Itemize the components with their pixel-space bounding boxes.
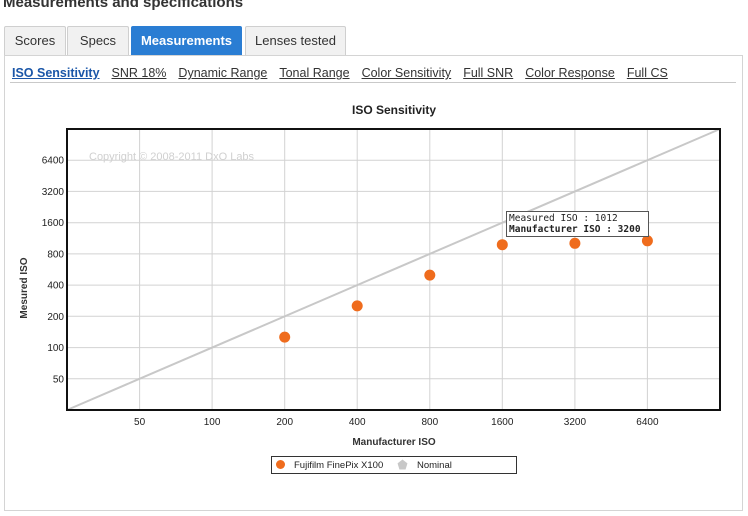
pentagon-icon [397,459,408,470]
legend-label-fujifilm: Fujifilm FinePix X100 [294,460,384,471]
orange-dot-icon [276,460,285,469]
point-tooltip: Measured ISO : 1012 Manufacturer ISO : 3… [506,211,649,237]
x-tick-label: 6400 [636,417,659,428]
y-tick-label: 400 [47,281,64,292]
subnav-iso-sensitivity[interactable]: ISO Sensitivity [12,66,100,80]
data-point [569,237,581,249]
subnav-dynamic-range[interactable]: Dynamic Range [178,66,268,80]
y-tick-label: 3200 [42,187,65,198]
measurement-subnav: ISO Sensitivity SNR 18% Dynamic Range Tonal… [12,64,680,80]
subnav-full-cs[interactable]: Full CS [626,66,668,80]
measurements-panel: ISO Sensitivity SNR 18% Dynamic Range Tonal… [4,55,743,511]
y-tick-label: 6400 [42,156,65,167]
x-tick-label: 200 [276,417,293,428]
tooltip-measured-iso: Measured ISO : 1012 [509,213,618,224]
x-tick-label: 100 [204,417,221,428]
data-point [424,269,436,281]
x-tick-label: 50 [134,417,146,428]
y-tick-label: 100 [47,343,64,354]
grid-lines [67,129,720,410]
subnav-tonal-range[interactable]: Tonal Range [279,66,350,80]
tooltip-manufacturer-iso: Manufacturer ISO : 3200 [509,224,641,235]
data-point [279,331,291,343]
y-axis-label: Mesured ISO [19,257,30,318]
chart-watermark: Copyright © 2008-2011 DxO Labs [89,151,255,163]
legend-item-fujifilm[interactable]: Fujifilm FinePix X100 [276,459,383,472]
subnav-divider [10,82,736,83]
tab-lenses-tested[interactable]: Lenses tested [245,26,346,55]
subnav-snr-18[interactable]: SNR 18% [111,66,167,80]
x-tick-label: 400 [349,417,366,428]
tab-specs[interactable]: Specs [67,26,129,55]
data-points [279,235,653,343]
tab-scores[interactable]: Scores [4,26,66,55]
axis-ticks: 50 100 200 400 800 1600 3200 6400 50 100 200 400 800… [42,156,659,428]
y-tick-label: 50 [53,374,65,385]
legend-item-nominal[interactable]: Nominal [397,459,452,472]
x-tick-label: 3200 [564,417,587,428]
legend-label-nominal: Nominal [417,460,452,471]
data-point [641,235,653,247]
data-point [351,300,363,312]
x-tick-label: 800 [421,417,438,428]
y-tick-label: 200 [47,312,64,323]
y-tick-label: 1600 [42,218,65,229]
chart-legend: Fujifilm FinePix X100 Nominal [271,456,517,474]
subnav-full-snr[interactable]: Full SNR [463,66,514,80]
nominal-line [66,128,721,411]
chart-title: ISO Sensitivity [352,103,436,117]
y-tick-label: 800 [47,249,64,260]
data-point [496,239,508,251]
page-title: Measurements and specifications [3,0,244,11]
subnav-color-response[interactable]: Color Response [525,66,615,80]
tab-measurements[interactable]: Measurements [131,26,242,56]
plot-area-border [66,128,721,411]
x-axis-label: Manufacturer ISO [352,437,436,448]
subnav-color-sensitivity[interactable]: Color Sensitivity [361,66,452,80]
x-tick-label: 1600 [491,417,514,428]
